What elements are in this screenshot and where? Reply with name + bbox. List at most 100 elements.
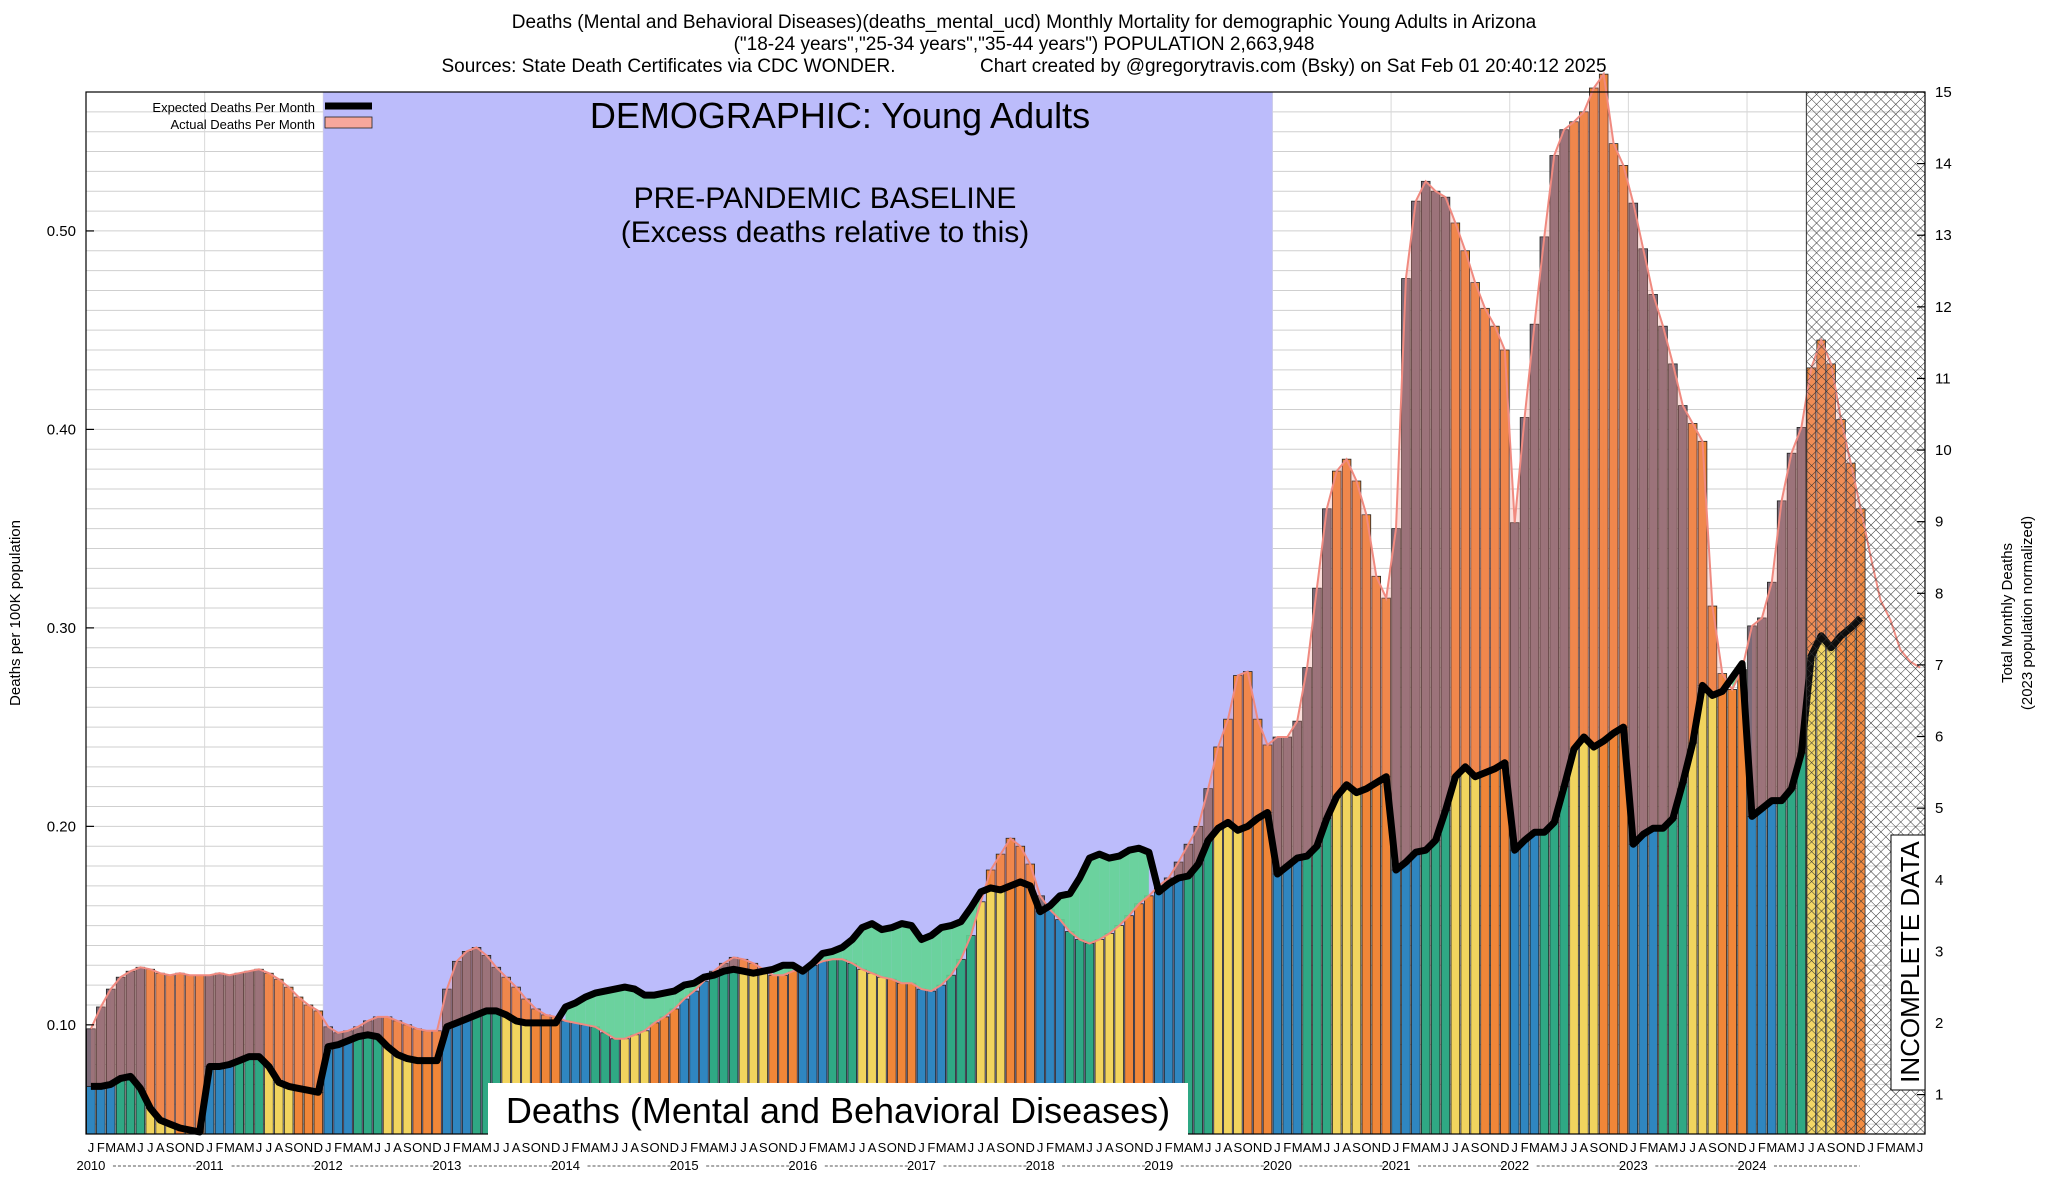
x-month-label: D bbox=[195, 1140, 204, 1155]
x-month-label: O bbox=[1243, 1140, 1253, 1155]
bar bbox=[1213, 827, 1223, 1135]
x-month-label: O bbox=[412, 1140, 422, 1155]
x-month-label: J bbox=[1393, 1140, 1400, 1155]
excess-area bbox=[1643, 248, 1654, 835]
excess-area bbox=[427, 1030, 437, 1061]
x-month-label: J bbox=[978, 1140, 985, 1155]
x-month-label: M bbox=[1410, 1140, 1421, 1155]
excess-area bbox=[1653, 294, 1663, 829]
bar bbox=[1589, 746, 1599, 1135]
x-month-label: M bbox=[481, 1140, 492, 1155]
x-month-label: D bbox=[1500, 1140, 1509, 1155]
x-month-label: A bbox=[472, 1140, 481, 1155]
deficit-area bbox=[872, 923, 882, 978]
excess-area bbox=[1791, 427, 1802, 789]
x-month-label: N bbox=[778, 1140, 787, 1155]
x-month-label: J bbox=[374, 1140, 381, 1155]
x-month-label: N bbox=[1846, 1140, 1855, 1155]
bar bbox=[1767, 800, 1777, 1135]
deficit-area bbox=[585, 993, 596, 1027]
axes: 0.100.200.300.400.5012345678910111213141… bbox=[7, 84, 2036, 1173]
x-month-label: M bbox=[1648, 1140, 1659, 1155]
y2-tick-label: 15 bbox=[1935, 84, 1952, 101]
x-month-label: M bbox=[600, 1140, 611, 1155]
cause-annotation: Deaths (Mental and Behavioral Diseases) bbox=[506, 1090, 1170, 1131]
bar bbox=[353, 1036, 363, 1135]
x-year-label: 2010 bbox=[76, 1158, 105, 1173]
y2-tick-label: 7 bbox=[1935, 657, 1943, 674]
excess-area bbox=[1356, 481, 1367, 793]
bar bbox=[1697, 685, 1708, 1135]
bar bbox=[1687, 742, 1698, 1135]
x-month-label: M bbox=[936, 1140, 947, 1155]
x-month-label: D bbox=[907, 1140, 916, 1155]
excess-area bbox=[1227, 675, 1238, 831]
x-month-label: A bbox=[1303, 1140, 1312, 1155]
x-month-label: J bbox=[859, 1140, 866, 1155]
x-month-label: F bbox=[215, 1140, 223, 1155]
excess-area bbox=[278, 979, 289, 1087]
x-month-label: M bbox=[362, 1140, 373, 1155]
x-month-label: J bbox=[681, 1140, 688, 1155]
bar bbox=[1203, 839, 1213, 1135]
excess-area bbox=[1475, 282, 1486, 777]
excess-area bbox=[1208, 746, 1219, 841]
title-line-3: Sources: State Death Certificates via CD… bbox=[441, 56, 1607, 77]
y-tick-label: 0.10 bbox=[47, 1017, 76, 1034]
bar bbox=[1707, 694, 1718, 1135]
excess-area bbox=[1336, 459, 1347, 797]
x-month-label: N bbox=[304, 1140, 313, 1155]
bar bbox=[1638, 833, 1648, 1135]
x-month-label: N bbox=[897, 1140, 906, 1155]
x-month-label: J bbox=[1511, 1140, 1518, 1155]
x-month-label: J bbox=[1749, 1140, 1756, 1155]
x-month-label: O bbox=[1005, 1140, 1015, 1155]
bar bbox=[363, 1034, 373, 1135]
deficit-area bbox=[634, 989, 645, 1035]
x-month-label: A bbox=[1342, 1140, 1351, 1155]
y2-tick-label: 1 bbox=[1935, 1087, 1943, 1104]
excess-area bbox=[249, 969, 260, 1057]
x-month-label: S bbox=[878, 1140, 887, 1155]
bar bbox=[422, 1060, 432, 1135]
x-month-label: J bbox=[1205, 1140, 1212, 1155]
bar bbox=[1460, 766, 1470, 1135]
deficit-area bbox=[1089, 854, 1100, 944]
bar bbox=[1678, 782, 1688, 1135]
bar bbox=[452, 1022, 462, 1135]
excess-area bbox=[120, 971, 131, 1079]
deficit-area bbox=[1129, 848, 1139, 916]
x-month-label: M bbox=[224, 1140, 235, 1155]
y2-tick-label: 2 bbox=[1935, 1015, 1943, 1032]
bar bbox=[382, 1046, 393, 1135]
x-month-label: J bbox=[1630, 1140, 1637, 1155]
deficit-area bbox=[624, 987, 635, 1039]
x-month-label: D bbox=[1619, 1140, 1628, 1155]
bar bbox=[402, 1058, 413, 1135]
x-month-label: A bbox=[116, 1140, 125, 1155]
x-month-label: J bbox=[206, 1140, 213, 1155]
x-month-label: J bbox=[562, 1140, 569, 1155]
x-month-label: O bbox=[649, 1140, 659, 1155]
x-year-label: 2011 bbox=[196, 1158, 224, 1173]
deficit-area bbox=[1138, 848, 1149, 904]
excess-area bbox=[160, 973, 171, 1125]
excess-area bbox=[1554, 129, 1565, 823]
bar bbox=[1233, 829, 1243, 1135]
x-month-label: A bbox=[591, 1140, 600, 1155]
x-month-label: M bbox=[125, 1140, 136, 1155]
excess-area bbox=[486, 955, 497, 1011]
x-month-label: A bbox=[1540, 1140, 1549, 1155]
bar bbox=[1282, 865, 1293, 1135]
deficit-area bbox=[605, 989, 615, 1039]
x-month-label: F bbox=[571, 1140, 579, 1155]
excess-area bbox=[1465, 250, 1476, 777]
bar bbox=[1391, 869, 1401, 1135]
x-month-label: M bbox=[1786, 1140, 1797, 1155]
x-year-label: 2016 bbox=[788, 1158, 817, 1173]
x-month-label: J bbox=[266, 1140, 273, 1155]
x-month-label: A bbox=[709, 1140, 718, 1155]
x-month-label: J bbox=[1086, 1140, 1093, 1155]
deficit-area bbox=[862, 923, 873, 974]
